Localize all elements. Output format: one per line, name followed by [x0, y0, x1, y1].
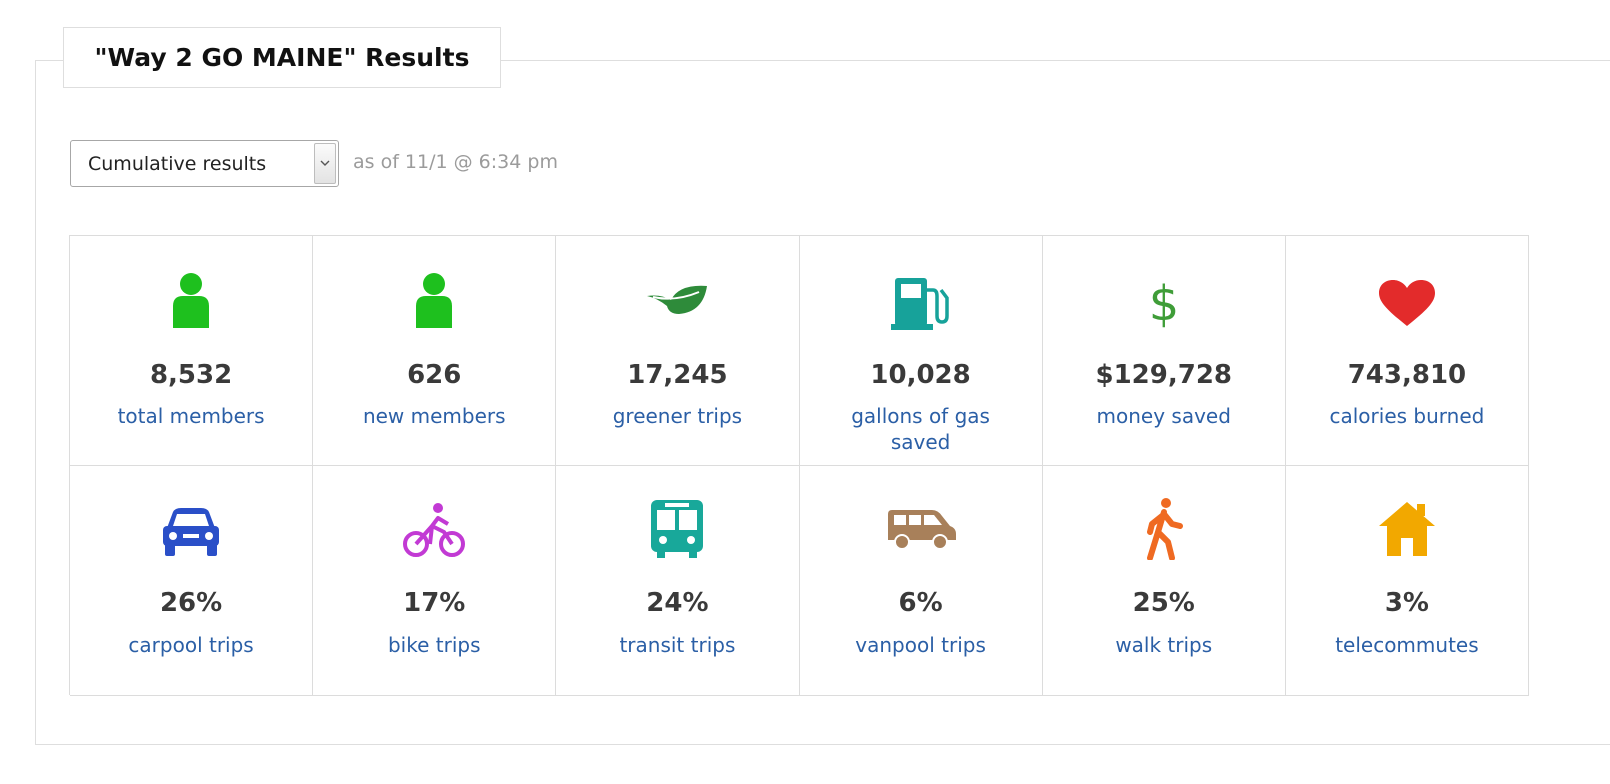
stat-greener-trips: 17,245 greener trips: [556, 236, 800, 466]
stat-value: 26%: [159, 588, 223, 618]
stat-value: 743,810: [1347, 360, 1467, 390]
stat-label: vanpool trips: [855, 633, 986, 657]
stat-label: carpool trips: [128, 633, 254, 657]
stat-label: calories burned: [1329, 404, 1485, 428]
stat-telecommutes: 3% telecommutes: [1285, 466, 1529, 696]
car-icon: [163, 508, 220, 560]
walk-icon: [1144, 498, 1184, 564]
stat-transit-trips: 24% transit trips: [556, 466, 800, 696]
stat-walk-trips: 25% walk trips: [1042, 466, 1286, 696]
stat-value: 8,532: [149, 360, 233, 390]
as-of-timestamp: as of 11/1 @ 6:34 pm: [353, 151, 558, 173]
stat-vanpool-trips: 6% vanpool trips: [799, 466, 1043, 696]
heart-icon: [1378, 280, 1435, 330]
dollar-icon: $: [1147, 276, 1181, 332]
bus-icon: [651, 500, 704, 562]
bike-icon: [402, 502, 466, 562]
stat-value: 626: [407, 360, 462, 390]
results-period-select[interactable]: Cumulative results: [70, 140, 339, 187]
leaf-icon: [645, 282, 709, 322]
stat-label: gallons of gas saved: [851, 404, 990, 454]
stat-label: total members: [117, 404, 265, 428]
stat-label: walk trips: [1115, 633, 1213, 657]
stat-calories-burned: 743,810 calories burned: [1285, 236, 1529, 466]
stat-carpool-trips: 26% carpool trips: [70, 466, 314, 696]
results-period-value: Cumulative results: [88, 152, 267, 175]
stat-label: new members: [362, 404, 506, 428]
stat-value: 25%: [1132, 588, 1195, 618]
stat-label: transit trips: [619, 633, 736, 657]
house-icon: [1378, 502, 1435, 560]
van-icon: [886, 510, 956, 554]
stat-value: 17,245: [627, 360, 728, 390]
stat-label: greener trips: [612, 404, 743, 428]
stat-label: money saved: [1096, 404, 1231, 428]
stat-value: 10,028: [870, 360, 971, 390]
stat-money-saved: $ $129,728 money saved: [1042, 236, 1286, 466]
stat-new-members: 626 new members: [313, 236, 557, 466]
stat-gallons-saved: 10,028 gallons of gas saved: [799, 236, 1043, 466]
stat-total-members: 8,532 total members: [70, 236, 314, 466]
panel-title: "Way 2 GO MAINE" Results: [63, 27, 501, 88]
stat-value: 6%: [898, 588, 943, 618]
svg-text:$: $: [1148, 276, 1179, 328]
person-icon: [170, 272, 212, 332]
stat-bike-trips: 17% bike trips: [313, 466, 557, 696]
stat-label: telecommutes: [1335, 633, 1479, 657]
person-icon: [413, 272, 455, 332]
stat-value: 17%: [403, 588, 466, 618]
stat-value: 24%: [646, 588, 709, 618]
chevron-down-icon: [314, 143, 336, 184]
stat-value: $129,728: [1095, 360, 1232, 390]
stat-value: 3%: [1384, 588, 1429, 618]
gas-pump-icon: [890, 276, 951, 334]
stat-label: bike trips: [387, 633, 481, 657]
stats-grid: 8,532 total members 626 new members 17,2…: [69, 235, 1529, 696]
